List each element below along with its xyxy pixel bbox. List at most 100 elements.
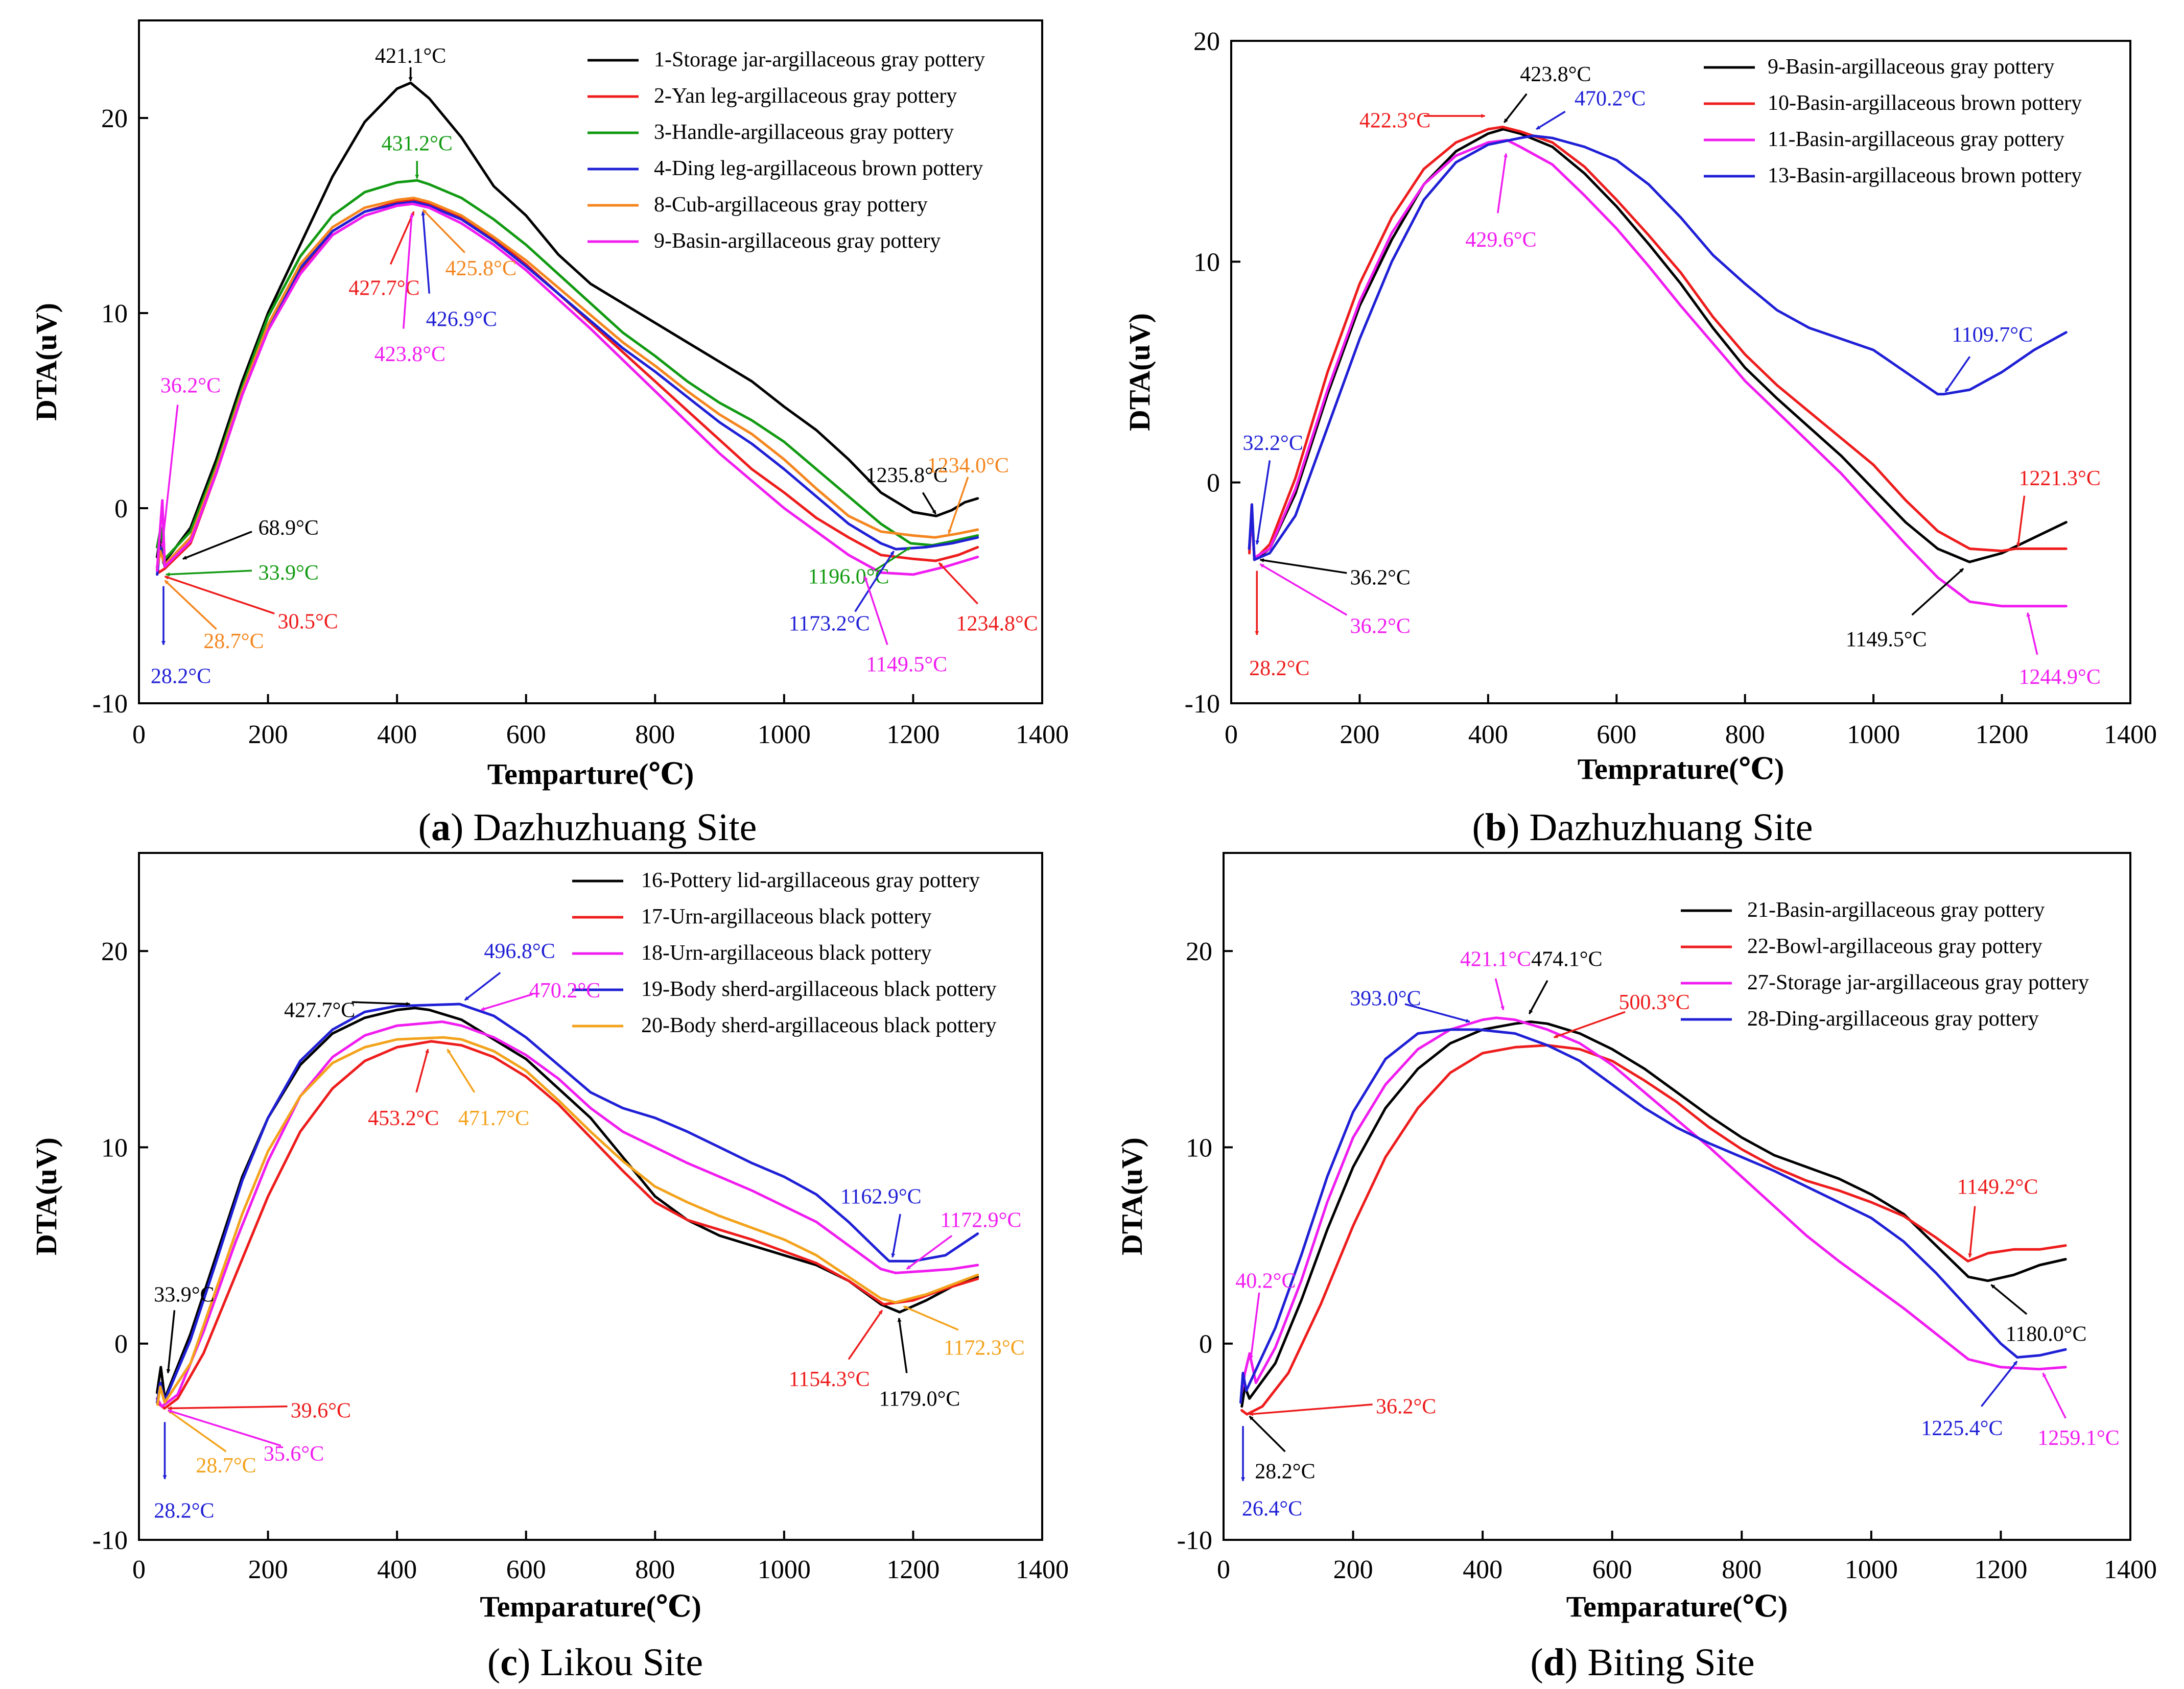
annotation-arrow [415, 1049, 429, 1093]
x-tick-label: 600 [1596, 720, 1636, 749]
annotation-arrow [164, 580, 217, 630]
caption-paren-open: ( [1530, 1641, 1543, 1684]
legend-entry: 19-Body sherd-argillaceous black pottery [641, 978, 997, 1001]
x-tick-label: 1400 [1016, 720, 1069, 749]
series-line-2 [1240, 1044, 2067, 1416]
legend-entry: 9-Basin-argillaceous gray pottery [654, 229, 941, 253]
annotation-arrow [389, 211, 415, 265]
caption-site: Dazhuzhuang Site [463, 806, 757, 849]
annotation-label: 425.8°C [445, 257, 516, 280]
y-tick-label: 20 [101, 104, 128, 133]
x-tick-label: 1200 [1976, 720, 2029, 749]
annotation-label: 1234.8°C [956, 612, 1038, 635]
series-line-4 [1248, 134, 2068, 561]
annotation-arrow [2042, 1372, 2066, 1419]
annotation-label: 429.6°C [1465, 228, 1536, 252]
caption-paren-close: ) [1507, 806, 1519, 849]
series-line-1 [1248, 128, 2068, 563]
x-tick-label: 1400 [2104, 1555, 2157, 1584]
annotation-arrow [1944, 356, 1971, 393]
annotation-label: 421.1°C [1460, 948, 1531, 971]
annotation-arrow [351, 1001, 411, 1006]
series-line-2 [1248, 126, 2068, 561]
caption-paren-open: ( [1472, 806, 1485, 849]
y-tick-label: -10 [1177, 1526, 1212, 1555]
annotation-label: 427.7°C [284, 998, 355, 1022]
y-tick-label: -10 [92, 689, 128, 719]
annotation-arrow [1911, 567, 1964, 616]
annotation-arrow [922, 492, 937, 515]
annotation-arrow [848, 1310, 883, 1360]
annotation-label: 423.8°C [1520, 63, 1591, 86]
annotation-arrow [1496, 153, 1508, 213]
y-tick-label: -10 [1185, 689, 1220, 719]
legend-entry: 27-Storage jar-argillaceous gray pottery [1747, 971, 2089, 994]
y-tick-label: 10 [1186, 1133, 1212, 1162]
annotation-arrow [464, 972, 501, 1001]
annotation-label: 1109.7°C [1952, 323, 2033, 347]
annotation-label: 1196.0°C [808, 565, 889, 589]
x-tick-label: 400 [377, 720, 417, 749]
annotation-label: 426.9°C [426, 307, 497, 331]
annotation-arrow [182, 531, 252, 560]
series-line-4 [156, 1003, 979, 1404]
x-tick-label: 1000 [758, 720, 811, 749]
caption-paren-open: ( [487, 1641, 500, 1684]
series-line-3 [155, 179, 979, 560]
plot-frame [138, 19, 1043, 704]
annotation-arrow [1249, 1292, 1260, 1360]
caption-site: Biting Site [1578, 1641, 1754, 1684]
caption-paren-open: ( [418, 806, 431, 849]
annotation-label: 421.1°C [375, 44, 446, 68]
annotation-arrow [168, 1409, 281, 1447]
annotation-label: 36.2°C [160, 374, 221, 397]
series-line-4 [1239, 1028, 2067, 1404]
caption-paren-close: ) [451, 806, 463, 849]
series-line-1 [155, 81, 979, 564]
annotation-arrow [422, 209, 465, 253]
annotation-label: 423.8°C [374, 343, 445, 366]
annotation-label: 453.2°C [368, 1107, 439, 1130]
annotation-arrow [160, 405, 179, 548]
x-tick-label: 400 [377, 1555, 417, 1584]
annotation-arrow [1968, 1206, 1976, 1258]
annotation-arrow [166, 569, 252, 577]
annotation-arrow [864, 576, 888, 645]
panel-caption: (d) Biting Site [1530, 1641, 1754, 1684]
x-axis-label: Temparature(℃) [1566, 1590, 1788, 1623]
panel-caption: (c) Likou Site [487, 1641, 703, 1684]
x-tick-label: 1000 [1845, 1555, 1898, 1584]
annotation-arrow [1553, 1011, 1626, 1038]
x-tick-label: 1200 [886, 1555, 940, 1584]
annotation-arrow [854, 551, 895, 612]
annotation-label: 40.2°C [1235, 1270, 1296, 1293]
annotation-arrow [1249, 1415, 1286, 1453]
series-line-3 [1248, 139, 2068, 608]
annotation-label: 431.2°C [382, 132, 453, 156]
y-tick-label: -10 [92, 1526, 128, 1555]
annotation-arrow [2016, 495, 2026, 547]
plot-frame [138, 852, 1043, 1541]
x-tick-label: 1400 [1016, 1555, 1069, 1584]
annotation-label: 28.7°C [203, 630, 264, 653]
annotation-label: 1259.1°C [2037, 1426, 2119, 1450]
y-axis-label: DTA(uV) [30, 303, 63, 421]
x-tick-label: 600 [1592, 1555, 1632, 1584]
annotation-arrow [164, 576, 275, 614]
annotation-arrow [906, 1234, 953, 1270]
annotation-label: 1179.0°C [879, 1387, 960, 1411]
x-tick-label: 200 [1340, 720, 1379, 749]
x-tick-label: 200 [248, 720, 288, 749]
annotation-arrow [1528, 980, 1548, 1014]
y-tick-label: 10 [101, 299, 128, 328]
annotation-label: 422.3°C [1359, 109, 1430, 133]
annotation-label: 30.5°C [278, 610, 338, 634]
annotation-arrow [1259, 563, 1348, 616]
annotation-arrow [166, 1310, 176, 1374]
series-line-3 [1240, 1016, 2067, 1394]
x-tick-label: 200 [248, 1555, 288, 1584]
series-line-3 [155, 1020, 979, 1408]
series-line-5 [156, 1036, 979, 1406]
annotation-label: 1149.5°C [866, 653, 947, 677]
annotation-label: 39.6°C [291, 1399, 351, 1422]
